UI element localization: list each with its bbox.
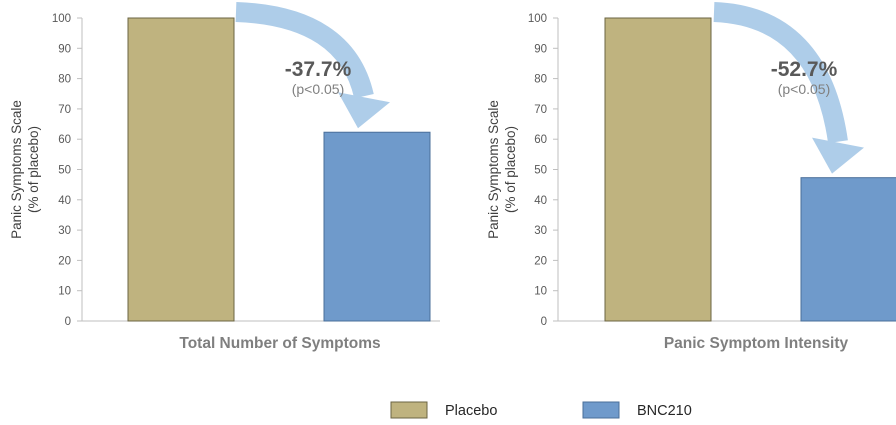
bar-placebo [127,17,235,322]
legend-swatch-placebo [390,401,428,419]
y-tick-label: 30 [534,225,547,237]
bar-bnc210 [800,177,896,322]
x-axis-label: Total Number of Symptoms [179,335,380,352]
legend-label-bnc210: BNC210 [637,403,692,419]
y-tick-label: 0 [65,316,71,328]
legend-swatch-bnc210 [582,401,620,419]
y-tick-label: 80 [58,74,71,86]
legend-label-placebo: Placebo [445,403,497,419]
y-tick-label: 40 [58,195,71,207]
y-axis-label-line2: (% of placebo) [503,126,518,213]
bar-placebo [604,17,712,322]
y-tick-label: 100 [52,13,71,25]
percent-change-label: -52.7% [771,58,838,81]
chart-panel-1: 0 10 20 30 40 50 60 70 80 90 100 Panic Symptoms Sca… [9,2,440,352]
change-arrow-head [812,137,864,174]
p-value-label: (p<0.05) [778,81,831,97]
legend: Placebo BNC210 [390,401,692,419]
change-arrow-head [338,92,390,129]
y-tick-label: 80 [534,74,547,86]
y-axis-label-line1: Panic Symptoms Scale [9,100,24,239]
y-tick-label: 10 [534,286,547,298]
y-tick-label: 50 [58,165,71,177]
y-tick-label: 90 [58,43,71,55]
percent-change-label: -37.7% [285,58,352,81]
bar-bnc210 [323,131,431,322]
y-tick-label: 60 [58,134,71,146]
chart-panel-2: 0 10 20 30 40 50 60 70 80 90 100 Panic Symptoms Sca… [486,2,896,352]
y-tick-label: 20 [534,255,547,267]
y-tick-label: 30 [58,225,71,237]
p-value-label: (p<0.05) [292,81,345,97]
y-axis-label-line1: Panic Symptoms Scale [486,100,501,239]
y-tick-label: 70 [58,104,71,116]
y-tick-label: 0 [541,316,547,328]
x-axis-label: Panic Symptom Intensity [664,335,849,352]
change-arrow-shaft [235,2,374,99]
y-tick-label: 10 [58,286,71,298]
y-tick-label: 50 [534,165,547,177]
y-axis-label-line2: (% of placebo) [26,126,41,213]
y-tick-label: 70 [534,104,547,116]
y-tick-label: 60 [534,134,547,146]
y-tick-label: 90 [534,43,547,55]
change-arrow-shaft [713,2,848,144]
y-tick-label: 40 [534,195,547,207]
y-tick-label: 20 [58,255,71,267]
y-tick-label: 100 [528,13,547,25]
